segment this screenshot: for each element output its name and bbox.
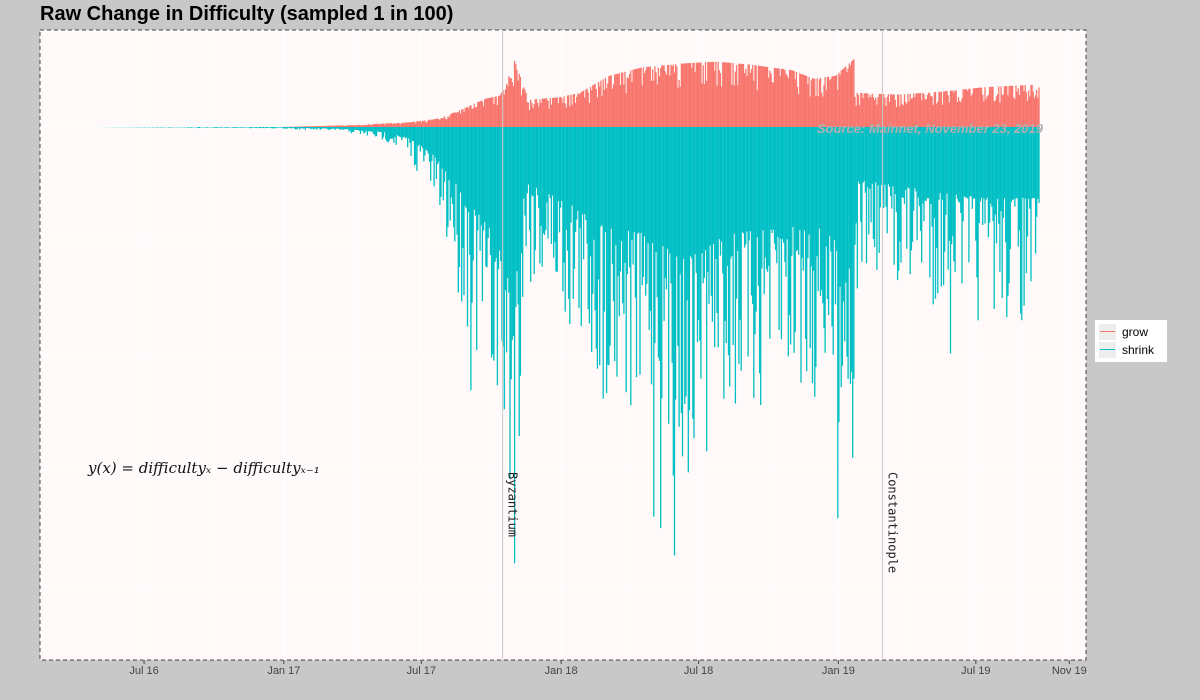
series-grow: [282, 59, 1040, 127]
x-tick-label: Jul 17: [407, 665, 436, 677]
x-tick-label: Jan 19: [822, 665, 855, 677]
legend-label-shrink: shrink: [1122, 343, 1155, 357]
series-shrink: [98, 127, 1040, 564]
x-tick-label: Jul 19: [961, 665, 990, 677]
legend-item-shrink: shrink: [1099, 342, 1167, 358]
x-tick-label: Jan 17: [267, 665, 300, 677]
chart-title: Raw Change in Difficulty (sampled 1 in 1…: [40, 3, 454, 25]
legend-item-grow: grow: [1099, 324, 1167, 340]
event-markers: Byzantium Constantinople: [502, 30, 899, 660]
x-tick-label: Jul 18: [684, 665, 713, 677]
source-annotation: Source: Mainnet, November 23, 2019: [817, 121, 1044, 136]
formula-annotation: y(x) = difficultyₓ − difficultyₓ₋₁: [87, 459, 320, 477]
bars: [98, 59, 1040, 564]
legend-key-shrink: [1099, 342, 1116, 358]
x-tick-label: Nov 19: [1052, 665, 1087, 677]
event-label: Constantinople: [885, 472, 899, 573]
event-label: Byzantium: [506, 472, 520, 537]
legend-label-grow: grow: [1122, 325, 1149, 339]
x-axis: Jul 16 Jan 17 Jul 17 Jan 18 Jul 18 Jan 19 Jul …: [129, 660, 1087, 677]
legend: grow shrink: [1095, 320, 1167, 362]
x-tick-label: Jan 18: [545, 665, 578, 677]
x-tick-label: Jul 16: [129, 665, 158, 677]
legend-key-grow: [1099, 324, 1116, 340]
